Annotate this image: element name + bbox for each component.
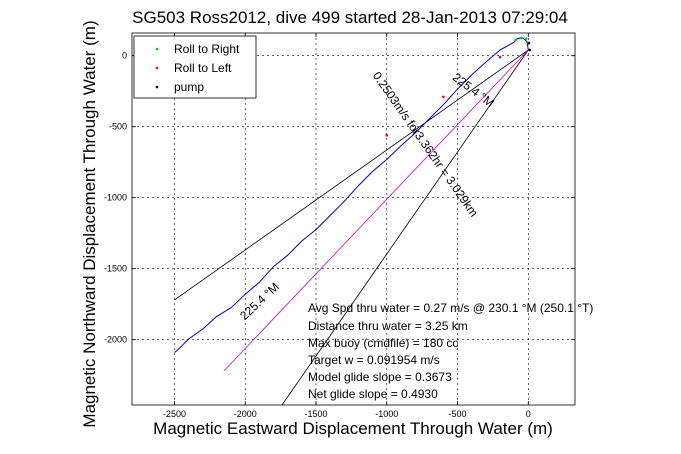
plot-area-frame: [131, 32, 576, 406]
series-point: [514, 38, 517, 42]
series-point: [528, 48, 532, 52]
legend: Roll to Right Roll to Left pump: [133, 35, 257, 99]
chart-title: SG503 Ross2012, dive 499 started 28-Jan-…: [132, 8, 568, 27]
x-tick-label: -2500: [163, 409, 186, 419]
legend-roll-right: Roll to Right: [174, 42, 240, 56]
x-tick-label: 0: [526, 409, 531, 419]
y-axis-label: Magnetic Northward Displacement Through …: [80, 20, 99, 427]
legend-pump: pump: [174, 80, 204, 94]
x-tick-label: -2000: [234, 409, 257, 419]
annotation-distance: Distance thru water = 3.25 km: [308, 319, 468, 333]
legend-marker-roll-left: [155, 66, 159, 70]
y-tick-label: -500: [109, 122, 127, 132]
legend-marker-roll-right: [155, 47, 159, 51]
legend-marker-pump: [155, 85, 159, 89]
annotation-model-glide: Model glide slope = 0.3673: [308, 370, 452, 384]
series-point: [524, 37, 528, 40]
x-tick-label: -1500: [304, 409, 327, 419]
x-tick-label: -1000: [375, 409, 398, 419]
annotation-net-glide: Net glide slope = 0.4930: [308, 387, 438, 401]
annotation-avg-speed: Avg Spd thru water = 0.27 m/s @ 230.1 °M…: [308, 301, 593, 315]
guide-line: [281, 49, 529, 406]
series-point: [527, 41, 531, 45]
dive-track-line: [174, 37, 529, 353]
y-tick-label: -1500: [104, 264, 127, 274]
x-axis-label: Magnetic Eastward Displacement Through W…: [153, 419, 553, 438]
target-heading-line: [223, 49, 529, 372]
legend-roll-left: Roll to Left: [174, 61, 232, 75]
x-tick-label: -500: [449, 409, 467, 419]
series-point: [385, 133, 389, 137]
series-point: [519, 36, 523, 40]
series-point: [498, 55, 502, 59]
annotation-max-buoy: Max buoy (cmdfile) = 180 cc: [308, 336, 458, 350]
y-tick-label: -2000: [104, 335, 127, 345]
guide-line: [174, 49, 529, 301]
legend-box: [133, 35, 257, 99]
annotation-target-w: Target w = 0.091954 m/s: [308, 353, 440, 367]
y-tick-label: 0: [122, 51, 127, 61]
axis-ticks: -2500 -2000 -1500 -1000 -500 0 0 -500 -1000 -1500…: [104, 33, 575, 419]
plot-data: [174, 36, 532, 406]
series-point: [442, 95, 445, 99]
annotations: Avg Spd thru water = 0.27 m/s @ 230.1 °M…: [308, 301, 593, 401]
y-tick-label: -1000: [104, 193, 127, 203]
